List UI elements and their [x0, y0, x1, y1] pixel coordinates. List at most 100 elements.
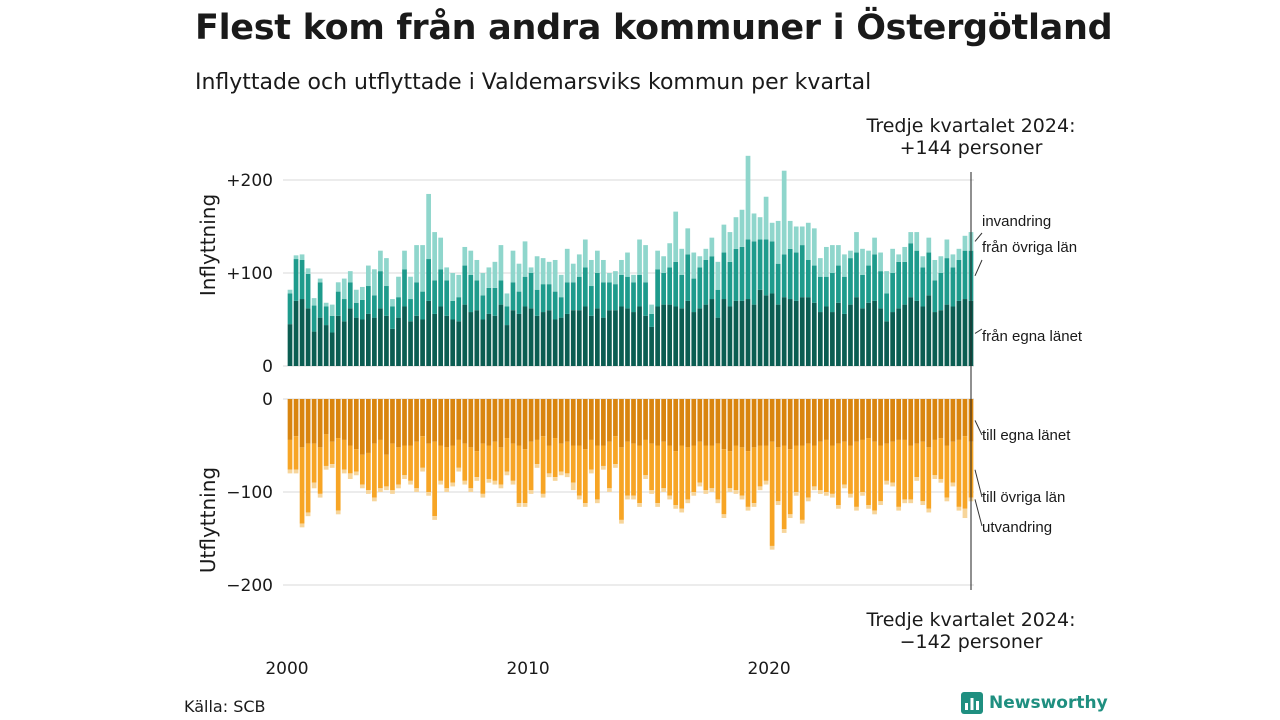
bar-segment	[522, 503, 528, 507]
bar-segment	[570, 445, 576, 483]
bar-segment	[420, 399, 425, 437]
bar-segment	[588, 439, 594, 470]
bar-segment	[938, 478, 944, 483]
bar-segment	[420, 291, 425, 320]
bar-segment	[938, 438, 944, 479]
bar-segment	[890, 482, 895, 487]
bar-segment	[950, 254, 956, 268]
bar-segment	[667, 445, 673, 496]
bar-segment	[685, 300, 691, 366]
bar-segment	[570, 282, 576, 311]
bar-segment	[311, 399, 317, 444]
bar-segment	[522, 449, 528, 504]
bar-segment	[498, 447, 504, 485]
bar-segment	[920, 441, 926, 502]
bar-segment	[444, 280, 450, 316]
bar-segment	[588, 286, 594, 316]
bar-segment	[438, 399, 444, 446]
bar-segment	[854, 232, 859, 253]
bar-segment	[787, 248, 793, 300]
bar-segment	[570, 310, 576, 366]
bar-segment	[649, 490, 654, 494]
bar-segment	[709, 237, 715, 257]
bar-segment	[396, 276, 401, 298]
bar-segment	[643, 282, 648, 316]
bar-segment	[558, 274, 564, 298]
bar-segment	[329, 332, 335, 366]
bar-segment	[450, 273, 456, 301]
bar-segment	[414, 399, 419, 442]
bar-segment	[564, 282, 570, 314]
bar-segment	[414, 245, 419, 283]
bar-segment	[293, 399, 299, 437]
bar-segment	[492, 261, 498, 288]
bar-segment	[492, 480, 498, 485]
bar-segment	[390, 443, 395, 491]
bar-segment	[432, 516, 437, 520]
bar-segment	[884, 321, 889, 366]
bar-segment	[311, 443, 317, 483]
bar-segment	[836, 302, 841, 366]
bar-segment	[378, 271, 383, 309]
bar-segment	[516, 313, 522, 366]
bar-segment	[890, 273, 895, 313]
bar-segment	[293, 259, 299, 301]
bar-segment	[703, 399, 709, 446]
bar-segment	[649, 313, 654, 327]
bar-segment	[588, 259, 594, 287]
bar-segment	[631, 274, 636, 283]
bar-segment	[920, 399, 926, 442]
bar-segment	[757, 445, 763, 487]
bar-segment	[522, 306, 528, 366]
bar-segment	[426, 259, 431, 301]
bar-segment	[890, 248, 895, 273]
bar-segment	[932, 280, 938, 313]
bar-segment	[456, 399, 462, 440]
bar-segment	[775, 220, 781, 264]
bar-segment	[673, 399, 679, 452]
bar-segment	[546, 261, 552, 285]
bar-segment	[534, 464, 540, 468]
bar-segment	[317, 317, 323, 366]
bar-segment	[757, 239, 763, 290]
bar-segment	[595, 308, 600, 366]
bar-segment	[576, 310, 582, 366]
brand-name: Newsworthy	[989, 693, 1108, 713]
bar-segment	[450, 300, 456, 320]
bar-segment	[787, 399, 793, 450]
bar-segment	[757, 399, 763, 446]
bar-segment	[607, 399, 612, 442]
bar-segment	[546, 399, 552, 446]
bar-segment	[932, 399, 938, 440]
annotation-top-line2: +144 personer	[900, 137, 1043, 159]
bar-segment	[896, 254, 902, 262]
bar-segment	[534, 256, 540, 290]
bar-segment	[830, 399, 835, 446]
bar-segment	[366, 265, 371, 287]
bar-segment	[679, 445, 685, 509]
bar-segment	[498, 304, 504, 366]
annotation-top-line1: Tredje kvartalet 2024:	[866, 115, 1076, 137]
bar-segment	[317, 282, 323, 318]
bar-segment	[631, 495, 636, 500]
bar-segment	[920, 256, 926, 268]
bar-segment	[944, 445, 950, 498]
bar-segment	[323, 325, 329, 366]
bar-segment	[299, 523, 305, 528]
bar-segment	[347, 399, 353, 446]
brand-logo[interactable]: Newsworthy	[961, 692, 1108, 714]
bar-segment	[787, 220, 793, 249]
bar-segment	[402, 399, 407, 446]
bar-segment	[836, 245, 841, 266]
bar-segment	[335, 291, 341, 316]
series-label-leader	[974, 469, 983, 498]
y-tick-label: −200	[226, 576, 273, 596]
bar-segment	[763, 445, 769, 481]
bar-segment	[902, 261, 908, 305]
x-tick-label: 2000	[265, 659, 308, 679]
bar-segment	[359, 286, 365, 300]
bar-segment	[576, 399, 582, 446]
bar-segment	[516, 399, 522, 446]
bar-segment	[902, 399, 908, 440]
